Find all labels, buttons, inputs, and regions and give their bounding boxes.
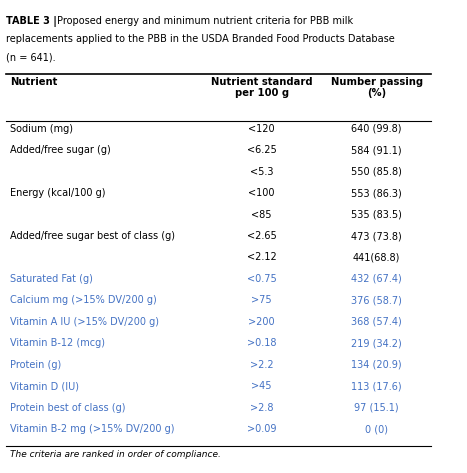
Text: >0.09: >0.09 (247, 424, 276, 434)
Text: 550 (85.8): 550 (85.8) (351, 166, 402, 176)
Text: <6.25: <6.25 (247, 145, 276, 155)
Text: Nutrient: Nutrient (10, 77, 57, 87)
Text: Vitamin B-2 mg (>15% DV/200 g): Vitamin B-2 mg (>15% DV/200 g) (10, 424, 175, 434)
Text: 219 (34.2): 219 (34.2) (351, 338, 402, 349)
Text: Nutrient standard
per 100 g: Nutrient standard per 100 g (211, 77, 312, 98)
Text: >2.8: >2.8 (250, 403, 273, 413)
Text: <2.65: <2.65 (247, 231, 276, 241)
Text: 376 (58.7): 376 (58.7) (351, 296, 402, 306)
Text: TABLE 3 |: TABLE 3 | (6, 17, 60, 27)
Text: replacements applied to the PBB in the USDA Branded Food Products Database: replacements applied to the PBB in the U… (6, 35, 395, 44)
Text: >75: >75 (251, 296, 272, 306)
Text: The criteria are ranked in order of compliance.: The criteria are ranked in order of comp… (10, 450, 221, 459)
Text: 535 (83.5): 535 (83.5) (351, 210, 402, 219)
Text: 0 (0): 0 (0) (365, 424, 388, 434)
Text: 432 (67.4): 432 (67.4) (351, 274, 402, 284)
Text: <100: <100 (248, 188, 275, 198)
Text: Number passing
(%): Number passing (%) (331, 77, 423, 98)
Text: 553 (86.3): 553 (86.3) (351, 188, 402, 198)
Text: >200: >200 (248, 317, 275, 327)
Text: 640 (99.8): 640 (99.8) (351, 123, 402, 134)
Text: >2.2: >2.2 (250, 360, 274, 370)
Text: Vitamin A IU (>15% DV/200 g): Vitamin A IU (>15% DV/200 g) (10, 317, 159, 327)
Text: <5.3: <5.3 (250, 166, 273, 176)
Text: Added/free sugar (g): Added/free sugar (g) (10, 145, 111, 155)
Text: 584 (91.1): 584 (91.1) (351, 145, 402, 155)
Text: 473 (73.8): 473 (73.8) (351, 231, 402, 241)
Text: Proposed energy and minimum nutrient criteria for PBB milk: Proposed energy and minimum nutrient cri… (57, 17, 353, 26)
Text: Protein best of class (g): Protein best of class (g) (10, 403, 126, 413)
Text: Protein (g): Protein (g) (10, 360, 61, 370)
Text: <85: <85 (251, 210, 272, 219)
Text: 97 (15.1): 97 (15.1) (354, 403, 399, 413)
Text: Energy (kcal/100 g): Energy (kcal/100 g) (10, 188, 106, 198)
Text: <2.12: <2.12 (247, 253, 276, 263)
Text: 441(68.8): 441(68.8) (353, 253, 400, 263)
Text: <0.75: <0.75 (247, 274, 276, 284)
Text: Added/free sugar best of class (g): Added/free sugar best of class (g) (10, 231, 175, 241)
Text: 368 (57.4): 368 (57.4) (351, 317, 402, 327)
Text: Saturated Fat (g): Saturated Fat (g) (10, 274, 93, 284)
Text: 134 (20.9): 134 (20.9) (351, 360, 402, 370)
Text: >0.18: >0.18 (247, 338, 276, 349)
Text: >45: >45 (251, 381, 272, 391)
Text: Vitamin B-12 (mcg): Vitamin B-12 (mcg) (10, 338, 105, 349)
Text: Sodium (mg): Sodium (mg) (10, 123, 73, 134)
Text: Calcium mg (>15% DV/200 g): Calcium mg (>15% DV/200 g) (10, 296, 157, 306)
Text: 113 (17.6): 113 (17.6) (351, 381, 402, 391)
Text: Vitamin D (IU): Vitamin D (IU) (10, 381, 79, 391)
Text: (n = 641).: (n = 641). (6, 52, 56, 62)
Text: <120: <120 (248, 123, 275, 134)
